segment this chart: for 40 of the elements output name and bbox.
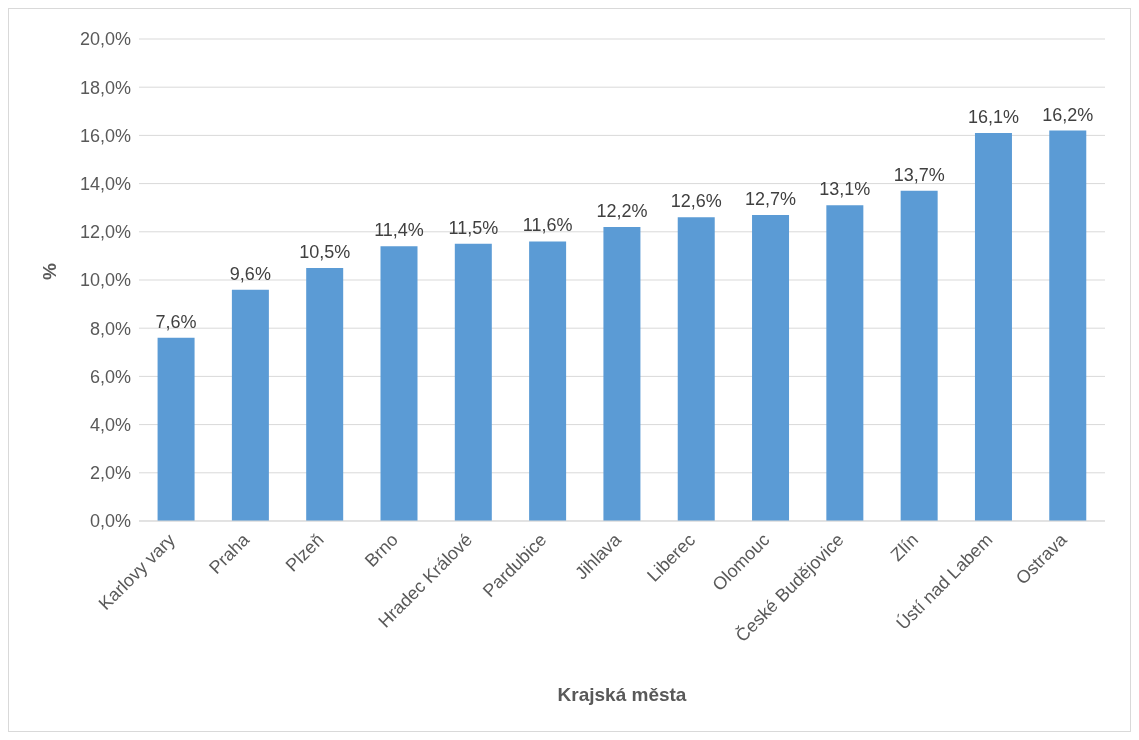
- data-label: 7,6%: [155, 311, 197, 332]
- x-axis-title: Krajská města: [557, 684, 687, 705]
- data-label: 11,6%: [522, 215, 573, 236]
- x-tick-label: Zlín: [886, 529, 923, 566]
- y-tick-label: 4,0%: [89, 414, 131, 435]
- y-tick-label: 0,0%: [89, 511, 131, 532]
- y-tick-label: 20,0%: [79, 29, 131, 50]
- y-axis-title: %: [38, 263, 60, 280]
- bar: [974, 132, 1012, 521]
- data-label: 16,2%: [1042, 104, 1094, 125]
- bar: [231, 289, 269, 521]
- bar: [454, 243, 492, 521]
- y-tick-label: 16,0%: [79, 125, 131, 146]
- data-label: 11,4%: [374, 220, 424, 241]
- data-label: 12,7%: [745, 188, 797, 209]
- data-label: 13,7%: [893, 164, 945, 185]
- data-label: 13,1%: [819, 179, 871, 200]
- bar: [900, 190, 938, 521]
- y-tick-label: 12,0%: [79, 222, 131, 243]
- bar: [603, 226, 641, 521]
- data-label: 16,1%: [967, 106, 1019, 127]
- bar: [306, 267, 344, 521]
- bar: [1049, 130, 1087, 521]
- data-label: 11,5%: [448, 217, 499, 238]
- data-label: 12,6%: [670, 191, 722, 212]
- y-tick-label: 14,0%: [79, 173, 131, 194]
- y-tick-label: 6,0%: [89, 366, 131, 387]
- data-label: 10,5%: [299, 241, 351, 262]
- bar: [677, 217, 715, 521]
- bar: [380, 246, 418, 521]
- data-label: 9,6%: [229, 263, 271, 284]
- bar: [529, 241, 567, 521]
- bar: [826, 205, 864, 521]
- y-tick-label: 2,0%: [89, 463, 131, 484]
- y-tick-label: 18,0%: [79, 77, 131, 98]
- y-tick-label: 8,0%: [89, 318, 131, 339]
- y-tick-label: 10,0%: [79, 270, 131, 291]
- data-label: 12,2%: [596, 200, 648, 221]
- bar: [157, 337, 195, 521]
- bar: [752, 214, 790, 521]
